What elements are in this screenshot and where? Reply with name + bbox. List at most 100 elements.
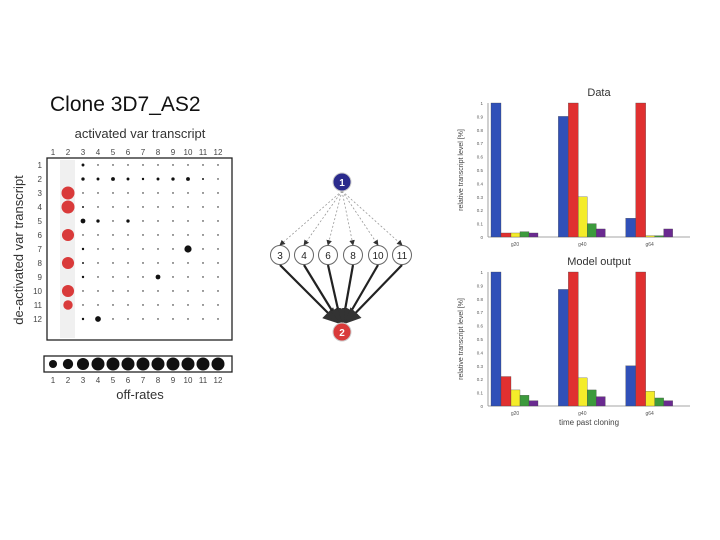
- matrix-dot: [202, 262, 204, 264]
- network-node-bottom: [332, 322, 352, 342]
- matrix-dot: [172, 192, 174, 194]
- matrix-dot: [112, 262, 114, 264]
- matrix-dot: [112, 276, 114, 278]
- bar: [596, 228, 606, 238]
- matrix-dot: [81, 247, 85, 251]
- bar: [663, 228, 673, 238]
- matrix-col-tick: 6: [126, 148, 131, 157]
- bar: [635, 102, 646, 238]
- matrix-dot: [112, 248, 114, 250]
- matrix-dot: [127, 262, 129, 264]
- network-edge-bottom: [337, 264, 355, 325]
- matrix-dot: [202, 206, 204, 208]
- matrix-dot: [97, 234, 99, 236]
- network-node-middle-label: 3: [277, 251, 283, 262]
- off-rate-tick: 7: [141, 376, 146, 385]
- matrix-dot: [172, 248, 174, 250]
- matrix-dot: [97, 304, 99, 306]
- off-rate-tick: 8: [156, 376, 161, 385]
- matrix-col-tick: 8: [156, 148, 161, 157]
- network-edge-bottom: [345, 264, 403, 324]
- matrix-row-tick: 10: [33, 287, 42, 296]
- off-rate-dot: [181, 357, 195, 371]
- bar-x-tick: g20: [511, 242, 520, 248]
- matrix-frame: [46, 157, 233, 341]
- bar-y-tick: 0.6: [477, 155, 484, 160]
- matrix-col-tick: 7: [141, 148, 146, 157]
- bar-y-tick: 0.8: [477, 128, 484, 133]
- bar: [510, 232, 521, 238]
- matrix-top-label: activated var transcript: [75, 126, 206, 141]
- matrix-dot: [157, 290, 159, 292]
- matrix-dot: [172, 304, 174, 306]
- network-node-middle: [368, 245, 388, 265]
- matrix-dot: [156, 177, 160, 181]
- off-rate-dot: [166, 357, 180, 371]
- matrix-row-tick: 6: [38, 231, 43, 240]
- matrix-dot: [157, 192, 159, 194]
- matrix-col-tick: 9: [171, 148, 176, 157]
- matrix-dot: [217, 192, 219, 194]
- off-rate-dot: [151, 357, 165, 371]
- matrix-dot: [157, 318, 159, 320]
- matrix-dot: [112, 220, 114, 222]
- bar-x-label: time past cloning: [559, 418, 619, 427]
- off-rate-dot: [136, 357, 150, 371]
- matrix-dot: [80, 218, 86, 224]
- off-rate-tick: 2: [66, 376, 71, 385]
- matrix-top-ticks: 1 2 3 4 5 6 7 8 9 10 11 12: [51, 148, 223, 157]
- matrix-row-tick: 5: [38, 217, 43, 226]
- off-rate-tick: 10: [184, 376, 193, 385]
- bar: [578, 196, 588, 238]
- matrix-dot: [171, 177, 175, 181]
- bar-y-tick: 0.2: [477, 377, 484, 382]
- matrix-dot: [157, 206, 159, 208]
- matrix-row-tick: 3: [38, 189, 43, 198]
- matrix-col-tick: 1: [51, 148, 56, 157]
- matrix-col-tick: 10: [184, 148, 193, 157]
- network-diagram: 1 3 4 6 8 10 11 2: [270, 172, 412, 342]
- matrix-dot: [112, 206, 114, 208]
- matrix-dot: [187, 192, 189, 194]
- network-node-bottom-label: 2: [339, 328, 345, 339]
- matrix-dot: [202, 248, 204, 250]
- bar-chart-title: Model output: [567, 256, 631, 268]
- matrix-dot: [142, 192, 144, 194]
- network-node-middle: [270, 245, 290, 265]
- matrix-dot: [61, 256, 75, 270]
- matrix-dot: [142, 304, 144, 306]
- matrix-row-tick: 12: [33, 315, 42, 324]
- off-rate-tick: 4: [96, 376, 101, 385]
- matrix-dot: [142, 262, 144, 264]
- matrix-dot: [187, 220, 189, 222]
- matrix-dot: [187, 164, 189, 166]
- matrix-row-tick: 11: [34, 301, 43, 310]
- matrix-dot: [142, 318, 144, 320]
- off-rate-tick: 5: [111, 376, 116, 385]
- matrix-dot: [217, 248, 219, 250]
- matrix-dot: [202, 304, 204, 306]
- off-rates-frame: [43, 355, 233, 373]
- bar-y-tick: 0.9: [477, 283, 484, 288]
- matrix-dot: [82, 192, 84, 194]
- matrix-dot: [81, 177, 85, 181]
- bar: [500, 232, 512, 238]
- matrix-dot: [157, 262, 159, 264]
- matrix-dot: [217, 262, 219, 264]
- bar: [558, 116, 569, 238]
- matrix-dot: [127, 192, 129, 194]
- matrix-dot: [172, 290, 174, 292]
- matrix-dot: [202, 192, 204, 194]
- matrix-dot: [157, 248, 159, 250]
- matrix-dot: [217, 290, 219, 292]
- bar: [625, 365, 636, 407]
- matrix-row-tick: 9: [38, 273, 43, 282]
- bar: [510, 389, 521, 407]
- matrix-dot: [217, 206, 219, 208]
- matrix-dot: [217, 164, 219, 166]
- bar: [519, 395, 530, 407]
- matrix-col-tick: 11: [199, 148, 208, 157]
- matrix-dot: [112, 164, 114, 166]
- matrix-dot: [187, 234, 189, 236]
- bar-y-tick: 0.8: [477, 297, 484, 302]
